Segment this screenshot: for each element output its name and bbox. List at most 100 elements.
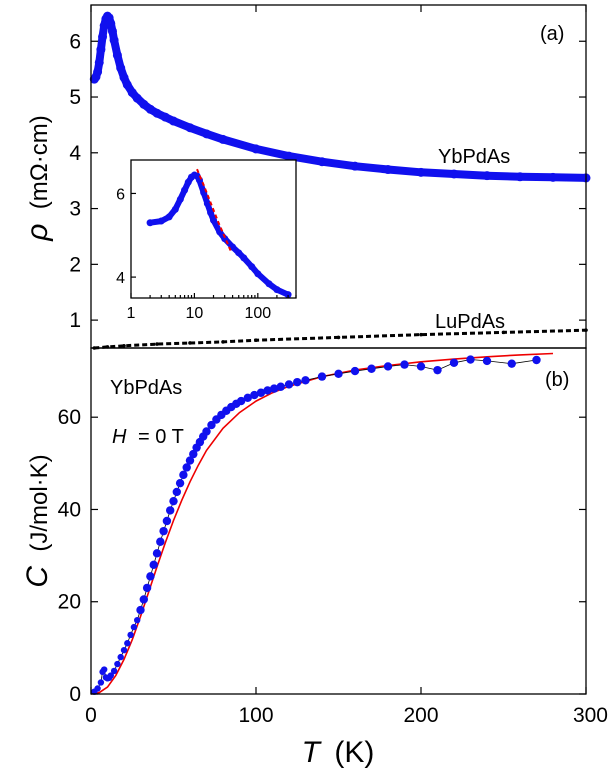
panel-b-data-point [179, 470, 188, 480]
inset-ybpdas-point [184, 178, 192, 186]
ybpdas-resistivity-point [94, 57, 104, 67]
panel-b-data-point [97, 679, 105, 686]
inset-ybpdas-point [273, 286, 281, 294]
ybpdas-resistivity-point [139, 99, 149, 109]
panel-b-data-point [236, 396, 246, 406]
panel-a-inset: 1 10 100 4 6 [116, 159, 297, 322]
ybpdas-resistivity-point [482, 171, 492, 181]
panel-b-data-point [317, 372, 327, 381]
inset-ybpdas-point [146, 219, 154, 227]
panel-b-data-point [107, 672, 115, 679]
panel-b-series-layer [90, 352, 554, 695]
panel-b-data-point [301, 376, 310, 385]
ybpdas-resistivity-point [145, 104, 155, 114]
panel-b-data-point [185, 456, 195, 465]
panel-b-xtick-label: 0 [85, 704, 97, 727]
lupdas-resistivity-point [188, 341, 192, 345]
inset-ybpdas-point [171, 205, 179, 213]
panel-b-data-point [146, 572, 155, 581]
panel-b-data-point [124, 640, 131, 647]
svg-text:ρ (mΩ·cm): ρ (mΩ·cm) [21, 115, 54, 241]
inset-xtick-label: 100 [244, 305, 271, 322]
ybpdas-resistivity-point [284, 151, 294, 161]
ybpdas-resistivity-curve [90, 12, 590, 182]
panel-a-ytick-label: 6 [69, 30, 81, 53]
panel-b-data-point [263, 386, 272, 395]
inset-ybpdas-point [165, 213, 173, 221]
panel-b-ylabel-unit: (J/mol·K) [26, 454, 53, 551]
annotation-compound: YbPdAs [110, 377, 182, 399]
ybpdas-resistivity-point [251, 144, 261, 154]
panel-b-specific-heat: 0 20 40 60 0 100 200 300 (b) YbPdAs H = 0 T C (… [21, 347, 608, 769]
inset-ybpdas-point [235, 249, 243, 257]
panel-b-data-point [269, 384, 279, 393]
inset-ybpdas-point [210, 216, 217, 224]
panel-b-data-point [114, 660, 121, 668]
panel-a-label: (a) [540, 23, 564, 45]
ybpdas-resistivity-point [350, 161, 360, 171]
panel-b-data-point [367, 364, 376, 373]
series-label-lupdas: LuPdAs [435, 311, 505, 333]
panel-b-data-point [130, 623, 138, 631]
panel-b-ticks: 0 20 40 60 0 100 200 300 [58, 406, 608, 727]
panel-b-ytick-label: 60 [58, 406, 81, 429]
panel-b-data-point [172, 487, 181, 497]
panel-b-data-point [449, 358, 459, 367]
panel-b-data-point [101, 666, 108, 673]
panel-b-data-point [532, 355, 541, 365]
panel-b-data-line [94, 359, 537, 692]
ybpdas-resistivity-point [93, 67, 103, 77]
ybpdas-resistivity-point [169, 116, 178, 126]
panel-b-data-point [202, 427, 211, 436]
panel-b-data-point [433, 365, 442, 375]
ybpdas-resistivity-point [119, 73, 129, 83]
inset-ybpdas-point [207, 209, 215, 217]
panel-b-data-point [416, 362, 426, 371]
panel-b-data-point [350, 366, 360, 376]
series-label-ybpdas: YbPdAs [438, 146, 510, 168]
panel-b-data-point [334, 369, 343, 379]
lupdas-resistivity-point [221, 340, 225, 344]
inset-ybpdas-point [248, 263, 256, 271]
panel-b-data-point [175, 478, 185, 488]
panel-a-ytick-label: 2 [69, 253, 81, 276]
panel-b-data-point [169, 496, 178, 506]
inset-series-layer [146, 168, 292, 299]
panel-b-data-point [276, 382, 285, 391]
panel-a-ylabel-symbol: ρ [21, 224, 54, 242]
inset-ticks: 1 10 100 4 6 [116, 186, 297, 322]
panel-b-xlabel-symbol: T [302, 736, 323, 769]
panel-b-data-point [162, 516, 172, 526]
panel-b-data-point [243, 393, 252, 403]
ybpdas-resistivity-point [160, 112, 170, 122]
panel-b-data-point [149, 560, 158, 570]
panel-b-fit-line [90, 352, 554, 695]
ybpdas-resistivity-point [152, 108, 162, 118]
panel-b-data-point [256, 388, 266, 397]
panel-a-resistivity: 1 2 3 4 5 6 (a) YbPdAs LuPdAs ρ (mΩ·cm) 1 10 10… [21, 4, 591, 350]
panel-b-data-point [152, 549, 162, 558]
panel-b-data-point [466, 355, 475, 364]
panel-b-ytick-label: 20 [58, 591, 81, 614]
panel-b-data-point [159, 526, 168, 536]
ybpdas-resistivity-point [112, 50, 122, 60]
inset-ybpdas-point [181, 186, 189, 194]
inset-background [131, 160, 296, 298]
panel-b-label: (b) [545, 369, 569, 391]
svg-text:C (J/mol·K): C (J/mol·K) [21, 454, 54, 587]
lupdas-resistivity-point [419, 332, 423, 337]
inset-ybpdas-point [254, 270, 262, 278]
ybpdas-resistivity-point [317, 157, 327, 167]
panel-b-ylabel: C (J/mol·K) [21, 454, 54, 587]
panel-a-ylabel: ρ (mΩ·cm) [21, 115, 54, 241]
lupdas-resistivity-point [122, 343, 126, 348]
panel-b-data-point [482, 356, 492, 366]
panel-a-ytick-label: 4 [69, 142, 81, 165]
panel-b-data-point [139, 595, 148, 604]
ybpdas-resistivity-point [107, 26, 117, 36]
lupdas-resistivity-curve [94, 328, 587, 350]
ybpdas-resistivity-point [96, 45, 106, 55]
inset-xtick-label: 10 [186, 305, 204, 322]
annotation-field-value: = 0 T [138, 426, 184, 448]
